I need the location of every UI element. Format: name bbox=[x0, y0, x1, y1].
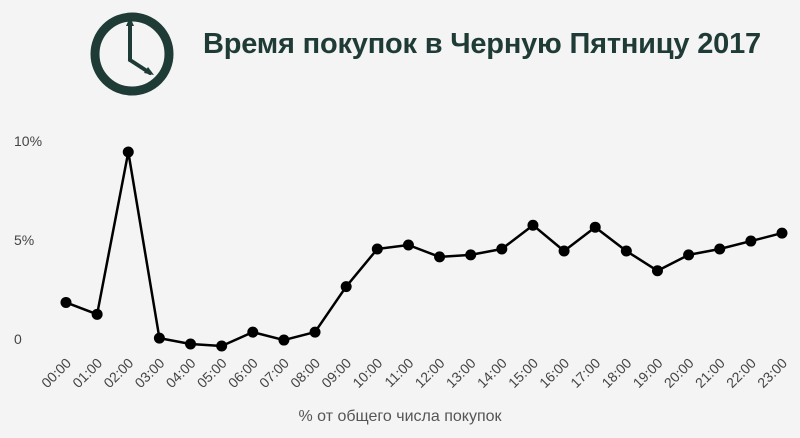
data-point bbox=[434, 251, 446, 263]
x-tick-label: 12:00 bbox=[412, 355, 448, 391]
x-tick-label: 11:00 bbox=[381, 355, 417, 391]
data-point bbox=[620, 245, 632, 257]
data-point bbox=[216, 340, 228, 352]
data-point bbox=[278, 334, 290, 346]
series-line bbox=[65, 150, 783, 348]
data-point bbox=[714, 243, 726, 255]
x-tick-label: 18:00 bbox=[598, 355, 634, 391]
data-points bbox=[60, 146, 788, 352]
x-axis-ticks: 00:0001:0002:0003:0004:0005:0006:0007:00… bbox=[38, 355, 790, 391]
x-tick-label: 15:00 bbox=[505, 355, 541, 391]
y-tick-label: 0 bbox=[14, 331, 22, 347]
data-point bbox=[60, 296, 72, 308]
y-tick-label: 5% bbox=[14, 232, 34, 248]
x-tick-label: 02:00 bbox=[100, 355, 136, 391]
x-tick-label: 14:00 bbox=[474, 355, 510, 391]
x-tick-label: 10:00 bbox=[349, 355, 385, 391]
data-point bbox=[185, 338, 197, 350]
x-tick-label: 22:00 bbox=[723, 355, 759, 391]
data-point bbox=[496, 243, 508, 255]
data-point bbox=[465, 249, 477, 261]
data-point bbox=[402, 239, 414, 251]
data-point bbox=[527, 219, 539, 231]
data-point bbox=[153, 332, 165, 344]
y-axis-ticks: 0 5% 10% bbox=[14, 133, 42, 347]
x-tick-label: 06:00 bbox=[225, 355, 261, 391]
x-tick-label: 16:00 bbox=[536, 355, 572, 391]
data-point bbox=[122, 146, 134, 158]
x-tick-label: 00:00 bbox=[38, 355, 74, 391]
data-point bbox=[371, 243, 383, 255]
y-tick-label: 10% bbox=[14, 133, 42, 149]
data-point bbox=[776, 227, 788, 239]
data-point bbox=[247, 326, 259, 338]
x-tick-label: 01:00 bbox=[69, 355, 105, 391]
x-tick-label: 17:00 bbox=[567, 355, 603, 391]
x-axis-label: % от общего числа покупок bbox=[298, 408, 502, 425]
x-tick-label: 21:00 bbox=[692, 355, 728, 391]
data-point bbox=[91, 308, 103, 320]
data-point bbox=[651, 265, 663, 277]
data-point bbox=[683, 249, 695, 261]
chart-header: Время покупок в Черную Пятницу 2017 bbox=[0, 0, 800, 100]
clock-icon bbox=[90, 12, 174, 96]
x-tick-label: 20:00 bbox=[661, 355, 697, 391]
data-point bbox=[745, 235, 757, 247]
x-tick-label: 07:00 bbox=[256, 355, 292, 391]
x-tick-label: 05:00 bbox=[194, 355, 230, 391]
x-tick-label: 08:00 bbox=[287, 355, 323, 391]
x-tick-label: 19:00 bbox=[630, 355, 666, 391]
chart-title: Время покупок в Черную Пятницу 2017 bbox=[203, 28, 761, 60]
data-point bbox=[340, 281, 352, 293]
x-tick-label: 23:00 bbox=[754, 355, 790, 391]
x-tick-label: 13:00 bbox=[443, 355, 479, 391]
data-point bbox=[589, 221, 601, 233]
data-point bbox=[558, 245, 570, 257]
x-tick-label: 03:00 bbox=[131, 355, 167, 391]
data-point bbox=[309, 326, 321, 338]
x-tick-label: 09:00 bbox=[318, 355, 354, 391]
x-tick-label: 04:00 bbox=[163, 355, 199, 391]
